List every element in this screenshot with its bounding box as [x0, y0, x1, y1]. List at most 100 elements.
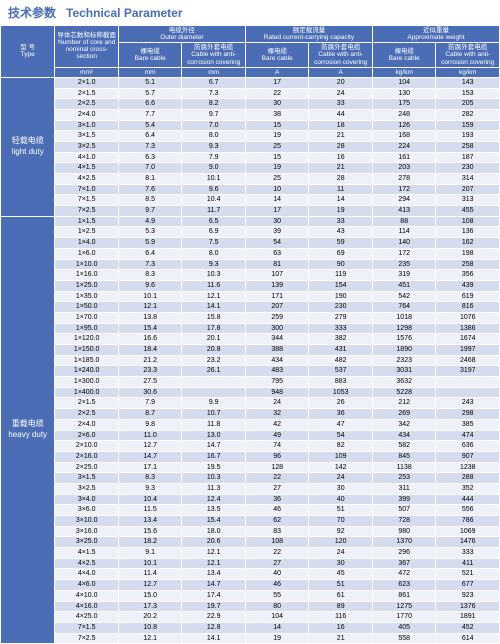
cell: 10	[245, 184, 309, 195]
cell: 7.0	[182, 120, 246, 131]
cell: 12.8	[182, 622, 246, 633]
cell: 434	[245, 355, 309, 366]
unit-mm: mm	[118, 67, 182, 77]
cell: 7×2.5	[55, 633, 119, 644]
cell: 1238	[436, 462, 500, 473]
cell: 16	[309, 622, 373, 633]
cell: 7×1.5	[55, 195, 119, 206]
cell: 10.3	[182, 270, 246, 281]
cell: 11.0	[118, 430, 182, 441]
cell: 7×1.0	[55, 184, 119, 195]
cell: 333	[309, 323, 373, 334]
cell: 14	[245, 622, 309, 633]
cell: 2×1.5	[55, 398, 119, 409]
cell: 6.9	[182, 227, 246, 238]
cell: 382	[309, 334, 373, 345]
cell: 3×2.5	[55, 141, 119, 152]
cell: 18	[309, 120, 373, 131]
cell: 521	[436, 569, 500, 580]
cell: 7.3	[182, 88, 246, 99]
cell: 883	[309, 377, 373, 388]
cell: 30	[309, 483, 373, 494]
cell: 128	[245, 462, 309, 473]
cell: 36	[309, 409, 373, 420]
hdr-anti: 防腐外套电缆Cable with anti-corrosion covering	[309, 43, 373, 67]
cell: 9.8	[118, 419, 182, 430]
cell: 6.7	[182, 77, 246, 88]
cell: 2×4.0	[55, 109, 119, 120]
cell: 5228	[372, 387, 436, 398]
cell: 9.7	[182, 109, 246, 120]
cell: 1376	[436, 601, 500, 612]
cell: 1476	[436, 537, 500, 548]
cell: 4×1.0	[55, 152, 119, 163]
table-row: 4×1.57.09.01921203230	[1, 163, 500, 174]
cell: 7.5	[182, 238, 246, 249]
cell: 1890	[372, 345, 436, 356]
cell: 3×2.5	[55, 483, 119, 494]
cell: 1018	[372, 312, 436, 323]
cell: 15.4	[118, 323, 182, 334]
cell: 89	[309, 601, 373, 612]
cell: 19	[245, 163, 309, 174]
cell: 1386	[436, 323, 500, 334]
cell: 9.3	[182, 259, 246, 270]
cell: 18.2	[118, 537, 182, 548]
cell: 22	[245, 88, 309, 99]
cell: 300	[245, 323, 309, 334]
cell: 203	[372, 163, 436, 174]
cell: 816	[436, 302, 500, 313]
cell: 7.9	[182, 152, 246, 163]
table-row: 7×1.510.812.81416405452	[1, 622, 500, 633]
cell: 7.6	[118, 184, 182, 195]
cell: 258	[436, 141, 500, 152]
table-row: 1×6.06.48.06369172198	[1, 248, 500, 259]
table-row: 1×150.018.420.838843118901997	[1, 345, 500, 356]
cell: 44	[309, 109, 373, 120]
cell: 80	[245, 601, 309, 612]
cell: 3×1.0	[55, 120, 119, 131]
hdr-anti: 防腐外套电缆Cable with anti-corrosion covering	[182, 43, 246, 67]
cell: 948	[245, 387, 309, 398]
cell: 140	[372, 238, 436, 249]
cell: 33	[309, 99, 373, 110]
type-cell: 轻载电缆light duty	[1, 77, 55, 216]
cell: 923	[436, 590, 500, 601]
table-row: 2×10.012.714.77482582636	[1, 441, 500, 452]
cell: 15.4	[182, 516, 246, 527]
table-row: 1×70.013.815.825927910181076	[1, 312, 500, 323]
cell: 159	[436, 120, 500, 131]
cell: 1069	[436, 526, 500, 537]
cell: 175	[372, 99, 436, 110]
cell: 1076	[436, 312, 500, 323]
cell: 16.6	[118, 334, 182, 345]
cell: 24	[245, 398, 309, 409]
cell: 198	[436, 248, 500, 259]
cell: 677	[436, 580, 500, 591]
table-row: 4×2.510.112.12730367411	[1, 558, 500, 569]
cell: 55	[245, 590, 309, 601]
table-row: 1×2.55.36.93943114136	[1, 227, 500, 238]
hdr-type: 型 号Type	[1, 26, 55, 78]
table-row: 2×1.55.77.32224130153	[1, 88, 500, 99]
cell: 6.5	[182, 216, 246, 227]
cell: 3×16.0	[55, 526, 119, 537]
table-row: 3×1.05.47.01518126159	[1, 120, 500, 131]
cell: 3×25.0	[55, 537, 119, 548]
cell: 1×185.0	[55, 355, 119, 366]
table-row: 1×185.021.223.243448223232468	[1, 355, 500, 366]
table-row: 1×95.015.417.830033312981386	[1, 323, 500, 334]
cell: 8.2	[182, 99, 246, 110]
cell: 9.3	[118, 483, 182, 494]
cell: 6.4	[118, 131, 182, 142]
cell: 59	[309, 238, 373, 249]
cell: 14.1	[182, 633, 246, 644]
cell: 230	[436, 163, 500, 174]
cell: 455	[436, 206, 500, 217]
cell: 11.4	[118, 569, 182, 580]
cell: 21	[309, 131, 373, 142]
cell: 3197	[436, 366, 500, 377]
cell: 16	[309, 152, 373, 163]
cell: 90	[309, 259, 373, 270]
type-cell: 重载电缆heavy duty	[1, 216, 55, 644]
